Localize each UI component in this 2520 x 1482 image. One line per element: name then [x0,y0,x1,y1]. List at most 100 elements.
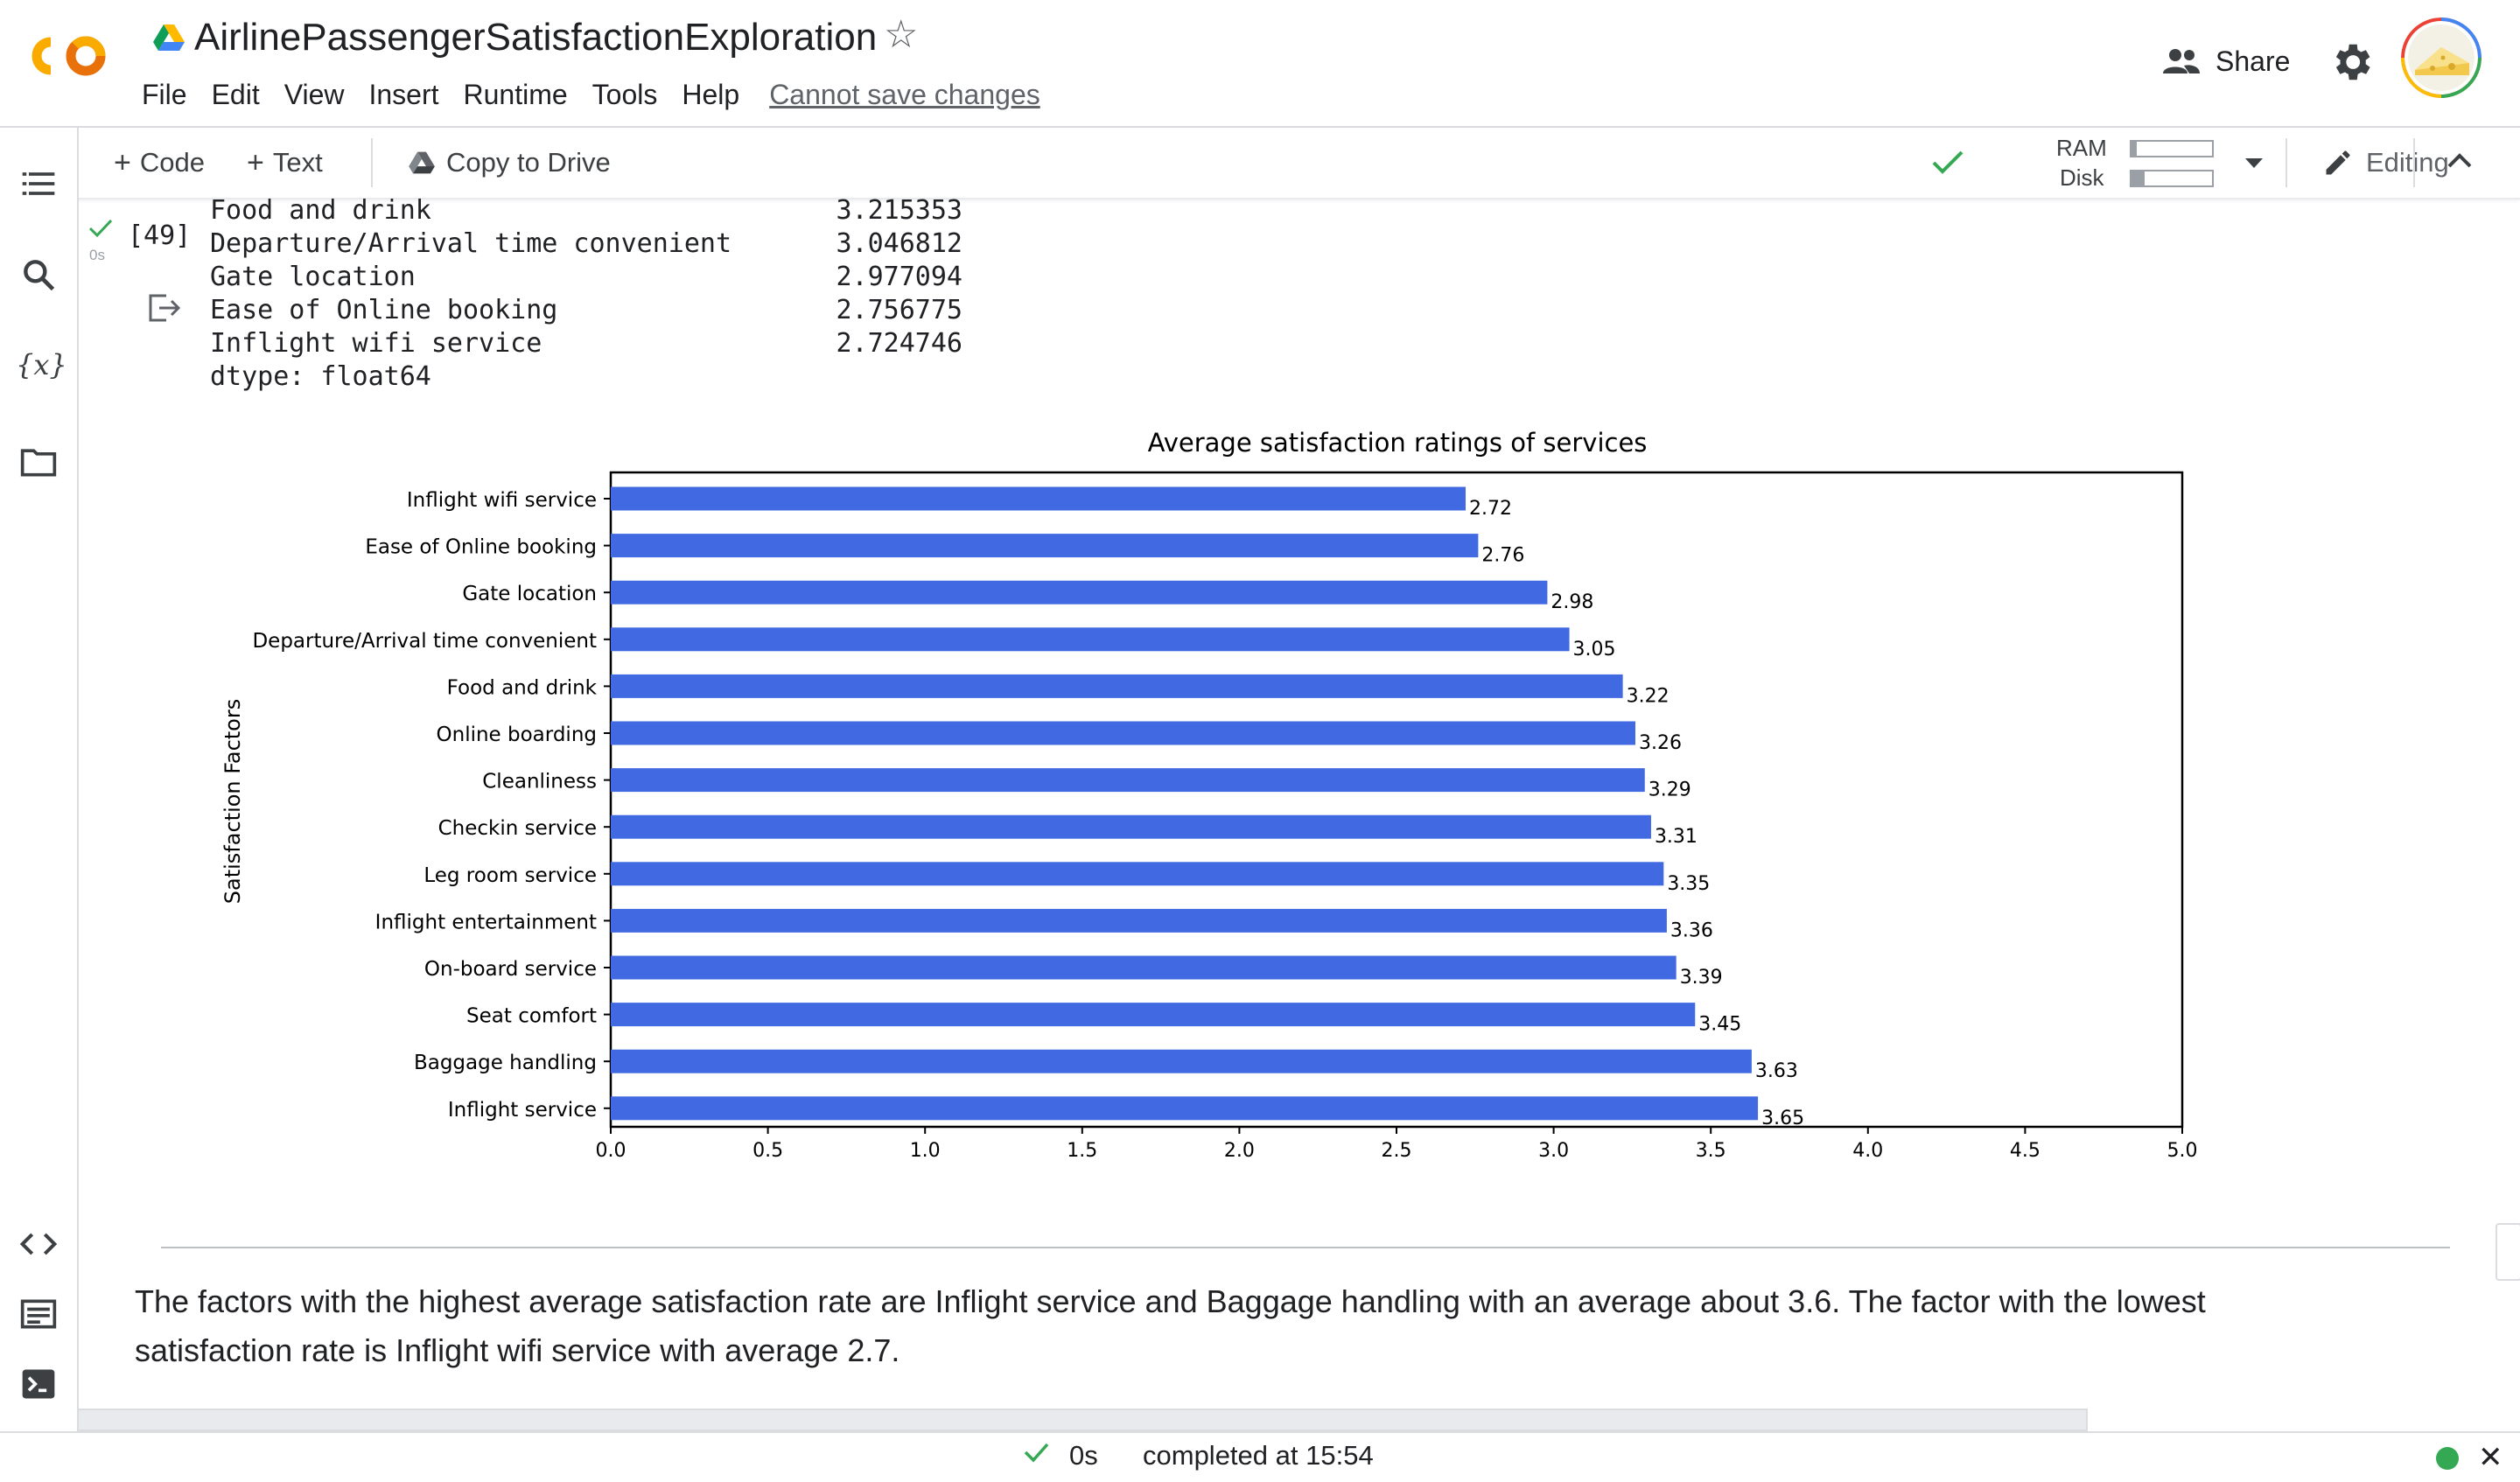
ram-bar [2130,140,2214,157]
check-icon [1932,150,1964,174]
output-row-name: Gate location [210,262,416,292]
markdown-cell-text[interactable]: The factors with the highest average sat… [135,1283,2206,1368]
output-row-value: 3.046812 [836,228,963,259]
status-completed-text[interactable]: completed at 15:54 [1143,1440,1374,1471]
command-palette-icon[interactable] [19,1295,58,1333]
menu-edit[interactable]: Edit [211,78,260,110]
bar [611,721,1635,745]
data-label: 3.22 [1627,685,1670,707]
y-tick-label: Baggage handling [414,1052,597,1074]
y-tick-label: Online boarding [437,724,597,746]
chevron-up-icon[interactable] [2446,150,2473,171]
bar [611,674,1623,698]
people-icon [2163,49,2200,73]
menu-help[interactable]: Help [682,78,740,110]
output-row-value: 2.756775 [836,295,963,325]
share-label: Share [2216,45,2291,77]
y-tick-label: On-board service [424,958,597,981]
plus-icon: + [114,145,131,179]
bar [611,580,1548,605]
google-drive-icon[interactable] [152,23,186,52]
y-tick-label: Checkin service [438,817,597,840]
variables-icon[interactable]: {x} [16,348,67,381]
bar [611,814,1651,839]
connection-status-dot [2436,1447,2459,1470]
x-tick-label: 2.5 [1382,1140,1412,1162]
code-snippets-icon[interactable] [19,1225,58,1263]
avatar[interactable] [2401,17,2482,98]
output-actions-icon[interactable] [147,292,182,324]
colab-logo[interactable] [26,30,114,82]
cell-output-text: Food and drink 3.215353 Departure/Arrival… [210,194,962,394]
pencil-icon [2326,150,2350,175]
output-row-name: Ease of Online booking [210,295,558,325]
star-icon[interactable]: ☆ [884,13,919,56]
menu-runtime[interactable]: Runtime [463,78,568,110]
gear-icon[interactable] [2328,38,2375,86]
data-label: 3.29 [1648,779,1691,801]
execution-count: [49] [128,220,192,251]
bar [611,486,1466,511]
y-tick-label: Gate location [462,583,597,605]
bar [611,1003,1696,1027]
output-dtype: dtype: float64 [210,361,431,392]
output-row: Inflight wifi service 2.724746 [210,327,962,360]
folder-icon[interactable] [19,443,58,481]
copy-to-drive-button[interactable]: Copy to Drive [408,145,611,180]
cell-divider [161,1247,2450,1248]
output-row-value: 2.724746 [836,328,963,359]
resources-indicator[interactable]: RAM Disk [1930,133,2228,192]
y-tick-label: Departure/Arrival time convenient [252,630,597,653]
x-tick-label: 4.0 [1852,1140,1883,1162]
output-row: Departure/Arrival time convenient 3.04681… [210,227,962,261]
header [0,0,2520,128]
chevron-down-icon[interactable] [2244,156,2264,170]
output-row-name: Inflight wifi service [210,328,542,359]
y-tick-label: Leg room service [424,864,597,887]
bar [611,862,1664,886]
vertical-scrollbar[interactable] [2496,1223,2520,1281]
chart-title: Average satisfaction ratings of services [1148,428,1648,458]
notebook-title[interactable]: AirlinePassengerSatisfactionExploration [194,16,878,59]
close-icon[interactable]: ✕ [2478,1441,2503,1474]
menu-file[interactable]: File [142,78,187,110]
output-row: Food and drink 3.215353 [210,194,962,227]
menu-bar: File Edit View Insert Runtime Tools Help… [142,75,1040,114]
toolbar-divider [2286,138,2287,187]
ram-label: RAM [2056,135,2107,161]
y-tick-label: Food and drink [447,676,598,699]
table-of-contents-icon[interactable] [19,164,58,203]
terminal-icon[interactable] [19,1365,58,1403]
share-button[interactable]: Share [2161,38,2290,84]
ram-fill [2132,142,2137,156]
menu-view[interactable]: View [284,78,345,110]
bar [611,1096,1759,1121]
horizontal-scrollbar[interactable] [77,1409,2088,1431]
output-row: Gate location 2.977094 [210,261,962,294]
run-status-check-icon[interactable] [88,217,114,240]
menu-insert[interactable]: Insert [368,78,439,110]
search-icon[interactable] [19,255,58,294]
y-tick-label: Seat comfort [466,1005,597,1028]
x-tick-label: 1.5 [1067,1140,1097,1162]
bar [611,955,1676,980]
cell-runtime: 0s [89,247,105,263]
save-status-link[interactable]: Cannot save changes [769,78,1040,110]
output-row-value: 3.215353 [836,195,963,226]
add-code-button[interactable]: + Code [114,145,205,180]
bar [611,768,1645,793]
data-label: 3.63 [1755,1060,1798,1082]
x-tick-label: 1.0 [910,1140,941,1162]
data-label: 3.36 [1670,919,1713,941]
add-text-button[interactable]: + Text [247,145,323,180]
editing-mode-button[interactable]: Editing [2322,145,2449,180]
data-label: 2.72 [1469,498,1512,520]
data-label: 3.31 [1655,826,1698,848]
data-label: 3.26 [1639,732,1682,754]
x-tick-label: 3.5 [1696,1140,1726,1162]
chart-y-axis-label: Satisfaction Factors [220,699,245,904]
menu-tools[interactable]: Tools [592,78,658,110]
left-sidebar: {x} [0,128,79,1431]
bar [611,1049,1752,1073]
bar [611,908,1667,933]
